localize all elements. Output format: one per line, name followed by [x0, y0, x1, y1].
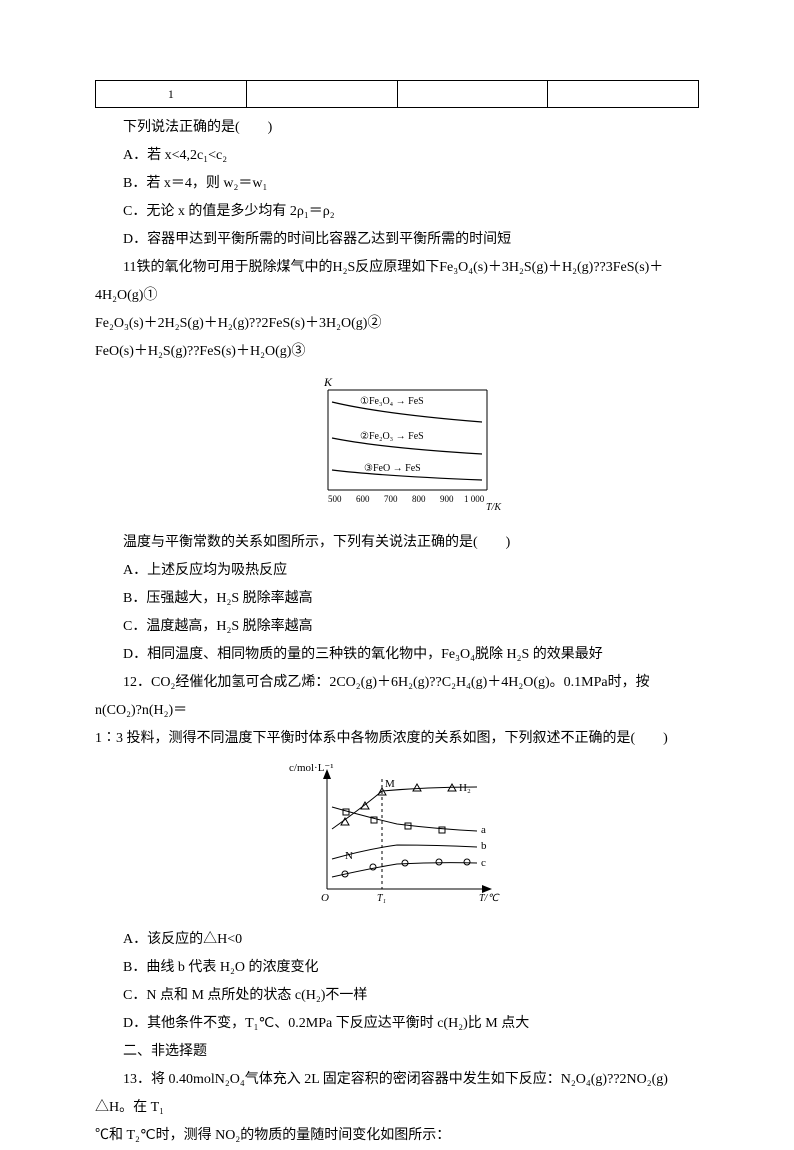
q12-option-c: C．N 点和 M 点所处的状态 c(H₂)不一样 [95, 982, 699, 1010]
q10-option-b: B．若 x＝4，则 w₂＝w₁ [95, 170, 699, 198]
q12-option-b: B．曲线 b 代表 H₂O 的浓度变化 [95, 954, 699, 982]
q11-curve2-label: ②Fe₂O₃ → FeS [360, 431, 424, 442]
q11-eq2: Fe₂O₃(s)＋2H₂S(g)＋H₂(g)??2FeS(s)＋3H₂O(g)② [95, 310, 699, 338]
data-table: 1 [95, 80, 699, 108]
q13-line2: ℃和 T₂℃时，测得 NO₂的物质的量随时间变化如图所示： [95, 1122, 699, 1150]
table-row: 1 [96, 81, 699, 108]
cell-1: 1 [168, 87, 174, 101]
q11-option-b: B．压强越大，H₂S 脱除率越高 [95, 585, 699, 613]
label-c: c [481, 857, 486, 869]
q13-line1: 13．将 0.40molN₂O₄气体充入 2L 固定容积的密闭容器中发生如下反应… [95, 1066, 699, 1122]
q11-chart: K ①Fe₃O₄ → FeS ②Fe₂O₃ → FeS ③FeO → FeS 5… [95, 372, 699, 523]
q10-option-d: D．容器甲达到平衡所需的时间比容器乙达到平衡所需的时间短 [95, 226, 699, 254]
q12-xlabel: T/℃ [479, 893, 500, 904]
q11-option-d: D．相同温度、相同物质的量的三种铁的氧化物中，Fe₃O₄脱除 H₂S 的效果最好 [95, 641, 699, 669]
q11-stem2: 温度与平衡常数的关系如图所示，下列有关说法正确的是( ) [95, 529, 699, 557]
q10-option-c: C．无论 x 的值是多少均有 2ρ₁＝ρ₂ [95, 198, 699, 226]
label-H2: H₂ [459, 782, 471, 794]
q10-option-a: A．若 x<4,2c₁<c₂ [95, 142, 699, 170]
xtick: 1 000 [464, 494, 485, 504]
section-2-heading: 二、非选择题 [95, 1038, 699, 1066]
q11-curve1-label: ①Fe₃O₄ → FeS [360, 396, 424, 407]
q11-eq3: FeO(s)＋H₂S(g)??FeS(s)＋H₂O(g)③ [95, 338, 699, 366]
q11-curve3-label: ③FeO → FeS [364, 463, 421, 474]
label-M: M [385, 778, 395, 790]
q12-t1: T₁ [377, 893, 386, 904]
xtick: 600 [356, 494, 370, 504]
label-a: a [481, 824, 486, 836]
label-N: N [345, 850, 353, 862]
q11-intro: 11铁的氧化物可用于脱除煤气中的H₂S反应原理如下Fe₃O₄(s)＋3H₂S(g… [95, 254, 699, 310]
q12-stem1: 12．CO₂经催化加氢可合成乙烯：2CO₂(g)＋6H₂(g)??C₂H₄(g)… [95, 669, 699, 725]
q12-option-d: D．其他条件不变，T₁℃、0.2MPa 下反应达平衡时 c(H₂)比 M 点大 [95, 1010, 699, 1038]
xtick: 900 [440, 494, 454, 504]
origin-label: O [321, 892, 329, 904]
xtick: 700 [384, 494, 398, 504]
q11-ylabel: K [323, 375, 333, 389]
q10-stem: 下列说法正确的是( ) [95, 114, 699, 142]
q11-option-c: C．温度越高，H₂S 脱除率越高 [95, 613, 699, 641]
xtick: 500 [328, 494, 342, 504]
page-root: 1 下列说法正确的是( ) A．若 x<4,2c₁<c₂ B．若 x＝4，则 w… [0, 0, 794, 1123]
label-b: b [481, 840, 487, 852]
q12-stem2: 1∶3 投料，测得不同温度下平衡时体系中各物质浓度的关系如图，下列叙述不正确的是… [95, 725, 699, 753]
q12-option-a: A．该反应的△H<0 [95, 926, 699, 954]
q11-xlabel: T/K [486, 502, 502, 512]
xtick: 800 [412, 494, 426, 504]
q11-option-a: A．上述反应均为吸热反应 [95, 557, 699, 585]
q12-chart: c/mol·L⁻¹ O T₁ T/℃ M H₂ [95, 759, 699, 920]
